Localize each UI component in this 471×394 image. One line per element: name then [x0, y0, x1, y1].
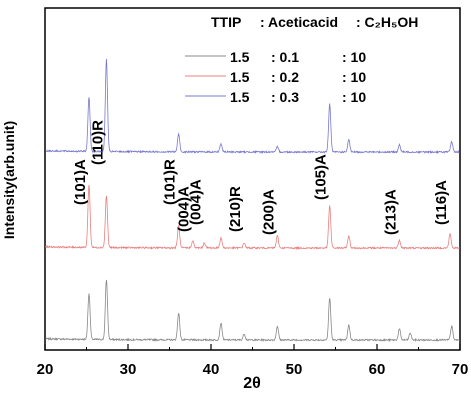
legend-row-1-ttip: 1.5 [230, 69, 250, 85]
x-tick-label: 30 [120, 361, 137, 378]
series-line-0 [45, 279, 460, 343]
legend-header-ttip: TTIP [211, 14, 241, 30]
series-layer [45, 58, 460, 343]
legend: TTIP : Aceticacid : C₂H₅OH 1.5 : 0.1 : 1… [185, 14, 418, 105]
legend-row-0-ttip: 1.5 [230, 49, 250, 65]
peak-annotation: (213)A [382, 189, 399, 235]
peak-annotation: (210)R [227, 186, 244, 232]
x-axis-label: 2θ [243, 375, 261, 392]
series-line-2 [45, 58, 460, 155]
peak-annotation: (004)A [187, 179, 204, 225]
x-tick-label: 40 [203, 361, 220, 378]
legend-row-2-ethanol: : 10 [342, 89, 366, 105]
x-tick-label: 70 [452, 361, 469, 378]
legend-row-0-acetic: : 0.1 [271, 49, 299, 65]
x-tick-label: 60 [369, 361, 386, 378]
peak-annotations: (101)A(110)R(101)R(004)A(004)A (210)R (200… [72, 120, 450, 235]
legend-row-0-ethanol: : 10 [342, 49, 366, 65]
peak-annotation: (105)A [313, 154, 330, 200]
peak-annotation: (101)A [72, 159, 89, 205]
x-tick-label: 20 [37, 361, 54, 378]
legend-header-acetic: : Aceticacid [260, 14, 338, 30]
peak-annotation: (116)A [433, 180, 450, 225]
legend-row-1-acetic: : 0.2 [271, 69, 299, 85]
legend-row-1-ethanol: : 10 [342, 69, 366, 85]
peak-annotation: (200)A [260, 189, 277, 235]
legend-row-2-ttip: 1.5 [230, 89, 250, 105]
x-tick-layer: 20 30 40 50 60 70 [37, 344, 469, 378]
legend-row-2-acetic: : 0.3 [271, 89, 299, 105]
legend-header-ethanol: : C₂H₅OH [356, 14, 418, 30]
x-tick-label: 50 [286, 361, 303, 378]
series-line-1 [45, 185, 460, 251]
peak-annotation: (110)R [89, 120, 106, 165]
peak-annotation: (101)R [162, 159, 179, 205]
y-axis-label: Intensity(arb.unit) [1, 121, 17, 239]
peak-annotation: (004)A [176, 186, 193, 232]
